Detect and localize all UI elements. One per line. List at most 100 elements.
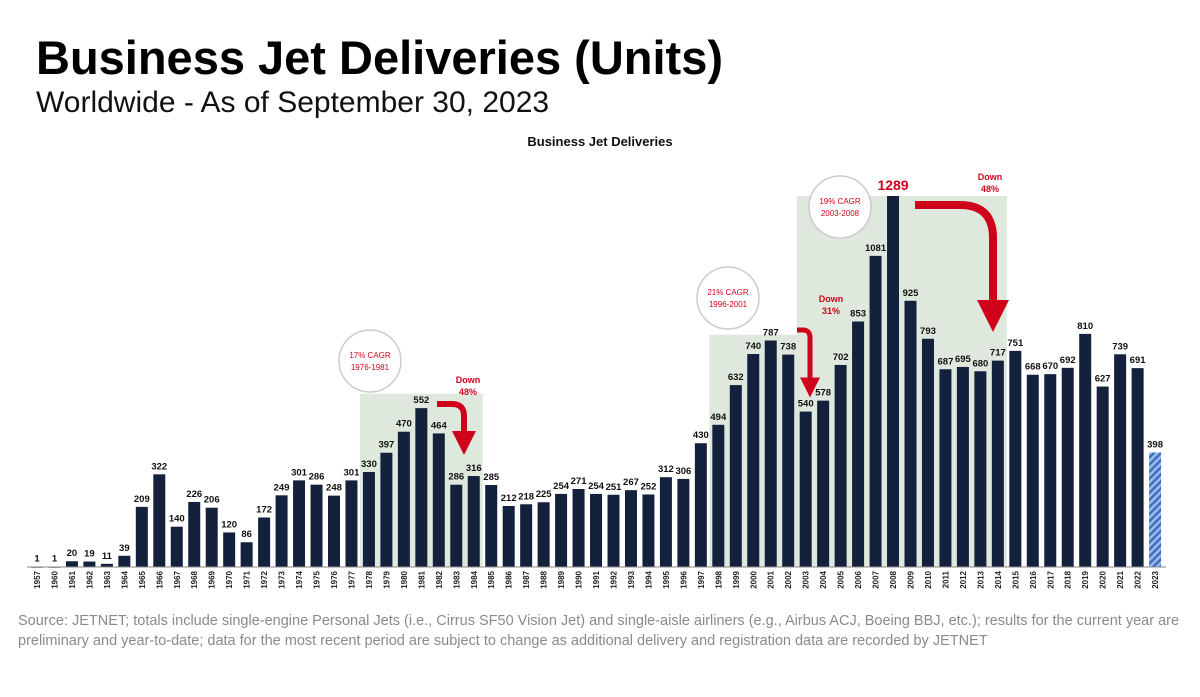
data-label: 322	[151, 461, 167, 472]
x-tick-label: 1987	[522, 570, 531, 588]
x-tick-label: 1971	[243, 570, 252, 588]
bar-2008	[887, 196, 900, 567]
x-tick-label: 2016	[1029, 570, 1038, 588]
data-label: 680	[972, 358, 988, 369]
x-tick-label: 2012	[959, 570, 968, 588]
data-label: 751	[1007, 338, 1024, 349]
x-tick-label: 2005	[837, 570, 846, 588]
bar-1986	[502, 505, 515, 567]
x-tick-label: 1983	[452, 570, 461, 588]
bar-1974	[293, 480, 306, 567]
data-label: 925	[903, 288, 920, 299]
data-label: 254	[588, 481, 605, 492]
x-tick-label: 2015	[1011, 570, 1020, 588]
cagr-years: 1996-2001	[709, 300, 748, 309]
data-label: 20	[67, 548, 78, 559]
data-label: 316	[466, 463, 482, 474]
bar-1985	[485, 484, 498, 567]
x-tick-label: 1991	[592, 570, 601, 588]
data-label: 252	[641, 481, 657, 492]
x-tick-label: 2011	[941, 570, 950, 588]
bar-2022	[1131, 368, 1144, 567]
bar-1965	[135, 506, 148, 567]
x-tick-label: 1963	[103, 570, 112, 588]
data-label: 286	[448, 472, 464, 483]
x-tick-label: 1979	[382, 570, 391, 588]
x-tick-label: 1998	[714, 570, 723, 588]
down-arrow-icon	[437, 401, 476, 455]
x-tick-label: 1992	[610, 570, 619, 588]
x-tick-label: 2018	[1064, 570, 1073, 588]
data-label: 19	[84, 549, 95, 560]
data-label: 470	[396, 419, 412, 430]
x-tick-label: 2000	[749, 570, 758, 588]
data-label: 254	[553, 481, 570, 492]
x-tick-label: 1978	[365, 570, 374, 588]
chart-title: Business Jet Deliveries	[527, 134, 673, 149]
data-label: 691	[1130, 355, 1147, 366]
bar-2006	[852, 321, 865, 567]
data-label: 39	[119, 543, 130, 554]
x-tick-label: 1967	[173, 570, 182, 588]
bar-1990	[572, 489, 585, 567]
x-tick-label: 2004	[819, 570, 828, 588]
bar-1962	[83, 561, 96, 567]
x-tick-label: 2013	[976, 570, 985, 588]
bar-2011	[939, 369, 952, 567]
bar-2023	[1149, 452, 1162, 567]
data-label: 668	[1025, 362, 1041, 373]
bar-1961	[65, 561, 78, 567]
x-tick-label: 1964	[120, 570, 129, 588]
bar-1999	[729, 385, 742, 567]
data-label: 120	[221, 519, 237, 530]
x-tick-label: 2020	[1099, 570, 1108, 588]
x-tick-label: 2019	[1081, 570, 1090, 588]
x-tick-label: 1986	[505, 570, 514, 588]
x-tick-label: 1988	[540, 570, 549, 588]
x-tick-label: 1990	[575, 570, 584, 588]
x-tick-label: 1985	[487, 570, 496, 588]
cagr-label: 21% CAGR	[707, 288, 749, 297]
data-label: 695	[955, 354, 972, 365]
bar-1982	[432, 433, 445, 567]
page-subtitle: Worldwide - As of September 30, 2023	[36, 86, 550, 119]
data-label: 251	[606, 482, 623, 493]
bar-2018	[1061, 367, 1074, 567]
data-label: 301	[344, 467, 361, 478]
bar-2007	[869, 255, 882, 567]
bar-2014	[991, 360, 1004, 567]
bar-1972	[258, 517, 271, 567]
data-label: 209	[134, 494, 150, 505]
data-label: 494	[710, 412, 727, 423]
data-label: 301	[291, 467, 308, 478]
data-label: 1	[52, 554, 58, 565]
x-tick-label: 1969	[208, 570, 217, 588]
data-label: 249	[274, 482, 290, 493]
data-label: 218	[518, 491, 534, 502]
bar-2001	[764, 340, 777, 567]
data-label: 286	[309, 472, 325, 483]
data-label: 810	[1077, 321, 1093, 332]
cagr-label: 19% CAGR	[819, 197, 861, 206]
data-label: 540	[798, 399, 814, 410]
bar-2010	[921, 338, 934, 567]
data-label: 248	[326, 483, 342, 494]
down-label: Down	[978, 172, 1003, 182]
bar-1981	[415, 408, 428, 567]
data-label: 312	[658, 464, 674, 475]
x-tick-label: 1974	[295, 570, 304, 588]
bar-1968	[188, 501, 201, 567]
data-label: 267	[623, 477, 639, 488]
x-tick-label: 2002	[784, 570, 793, 588]
down-arrow-icon	[915, 201, 1009, 332]
x-tick-label: 2003	[802, 570, 811, 588]
bar-1966	[153, 474, 166, 567]
data-label: 702	[833, 352, 849, 363]
page-title: Business Jet Deliveries (Units)	[36, 31, 723, 84]
x-tick-label: 1970	[225, 570, 234, 588]
bar-1975	[310, 484, 323, 567]
down-label: Down	[456, 375, 481, 385]
bar-1963	[100, 563, 113, 567]
bar-1993	[624, 490, 637, 567]
cagr-years: 1976-1981	[351, 363, 390, 372]
